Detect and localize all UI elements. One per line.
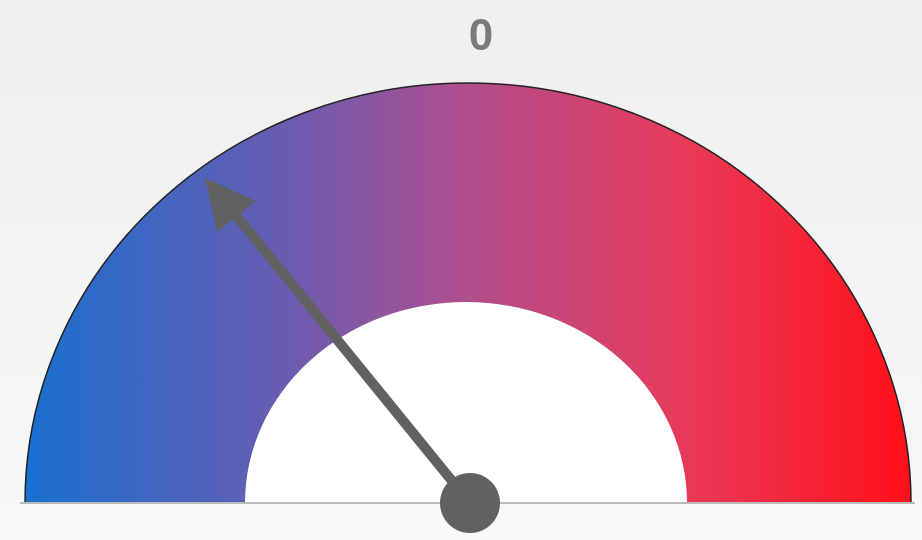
gauge-arc	[24, 82, 912, 504]
needle-shaft	[225, 203, 475, 508]
gauge-inner	[245, 302, 687, 503]
gauge-value-label: 0	[469, 11, 493, 60]
needle-hub	[440, 473, 500, 533]
needle-head	[205, 178, 256, 232]
